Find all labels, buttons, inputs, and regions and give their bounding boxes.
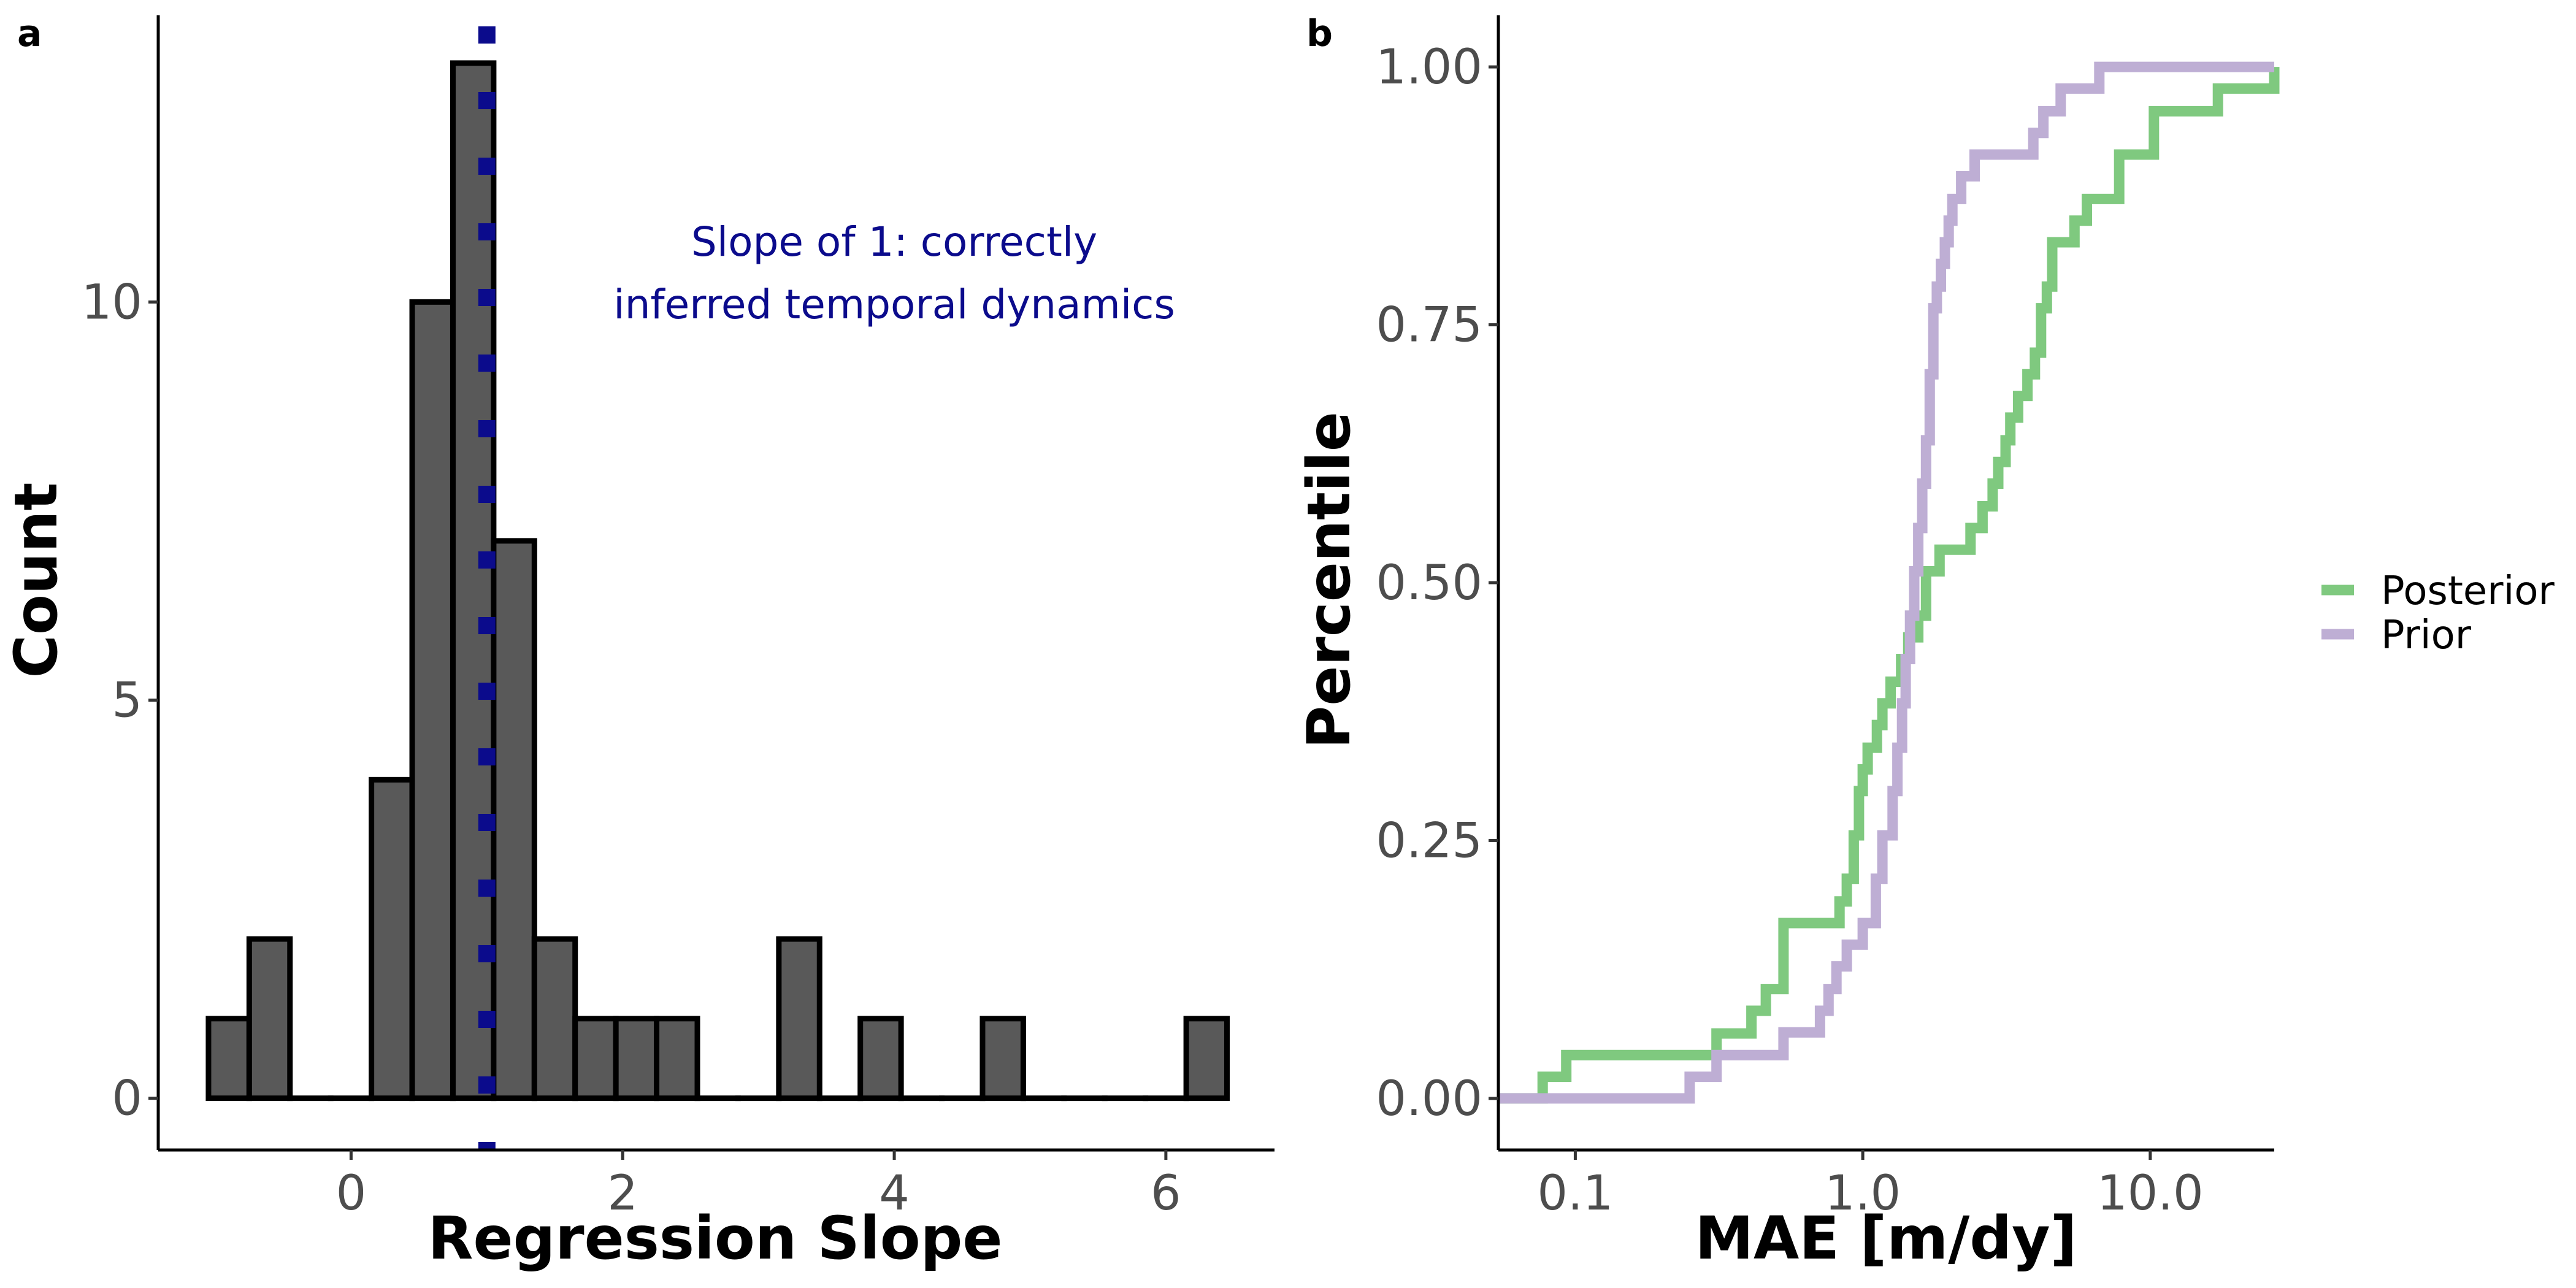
histogram-bar	[369, 776, 415, 1102]
x-axis-label: Regression Slope	[428, 1204, 1003, 1273]
histogram-bar	[450, 60, 497, 1102]
y-tick-label: 0.75	[1376, 298, 1482, 353]
panel-b-ecdf: b 0.1 1.0 10.0 0.00 0.25 0.50 0.75 1.00 MAE [m/…	[1295, 12, 2555, 1273]
x-tick-label: 6	[1151, 1166, 1181, 1221]
y-tick-label: 10	[82, 275, 142, 330]
histogram-bar	[246, 936, 293, 1102]
legend-label-prior: Prior	[2381, 613, 2472, 658]
y-tick-label: 0	[112, 1071, 142, 1127]
histogram-bar	[979, 1016, 1026, 1102]
histogram-bar	[776, 936, 822, 1102]
y-tick-label: 1.00	[1376, 40, 1482, 95]
legend-label-posterior: Posterior	[2381, 569, 2555, 614]
ecdf-line-posterior	[1498, 67, 2280, 1104]
y-tick-label: 0.00	[1376, 1071, 1482, 1127]
x-tick-label: 0.1	[1537, 1166, 1613, 1221]
y-tick-label: 0.25	[1376, 813, 1482, 868]
histogram-bar	[491, 538, 537, 1102]
panel-b-axes: 0.1 1.0 10.0 0.00 0.25 0.50 0.75 1.00	[1376, 15, 2274, 1221]
legend: Posterior Prior	[2321, 569, 2555, 658]
panel-a-label: a	[17, 12, 42, 55]
histogram-bar	[613, 1016, 660, 1102]
histogram-bar	[409, 299, 456, 1102]
ecdf-lines	[1498, 61, 2280, 1104]
annotation-line-2: inferred temporal dynamics	[613, 281, 1175, 328]
panel-a-axes: 0 2 4 6 0 5 10	[82, 15, 1275, 1221]
x-tick-label: 10.0	[2097, 1166, 2204, 1221]
annotation-line-1: Slope of 1: correctly	[691, 218, 1097, 266]
histogram-bar	[205, 1016, 252, 1102]
histogram-bar	[857, 1016, 904, 1102]
histogram-bar	[1183, 1016, 1230, 1102]
x-axis-label: MAE [m/dy]	[1695, 1204, 2077, 1273]
y-tick-label: 5	[112, 673, 142, 728]
y-tick-label: 0.50	[1376, 556, 1482, 611]
y-axis-label: Count	[2, 483, 71, 678]
panel-b-label: b	[1306, 12, 1333, 55]
x-tick-label: 4	[879, 1166, 910, 1221]
histogram-bar	[572, 1016, 619, 1102]
histogram-bar	[531, 936, 578, 1102]
x-tick-label: 2	[607, 1166, 638, 1221]
histogram-bar	[654, 1016, 700, 1102]
panel-a-histogram: a 0 2 4 6 0 5 10 Slope of 1: correctly inferre…	[2, 12, 1275, 1273]
x-tick-label: 1.0	[1825, 1166, 1901, 1221]
x-tick-label: 0	[336, 1166, 367, 1221]
ecdf-line-prior	[1498, 61, 2274, 1104]
y-axis-label: Percentile	[1295, 412, 1363, 749]
